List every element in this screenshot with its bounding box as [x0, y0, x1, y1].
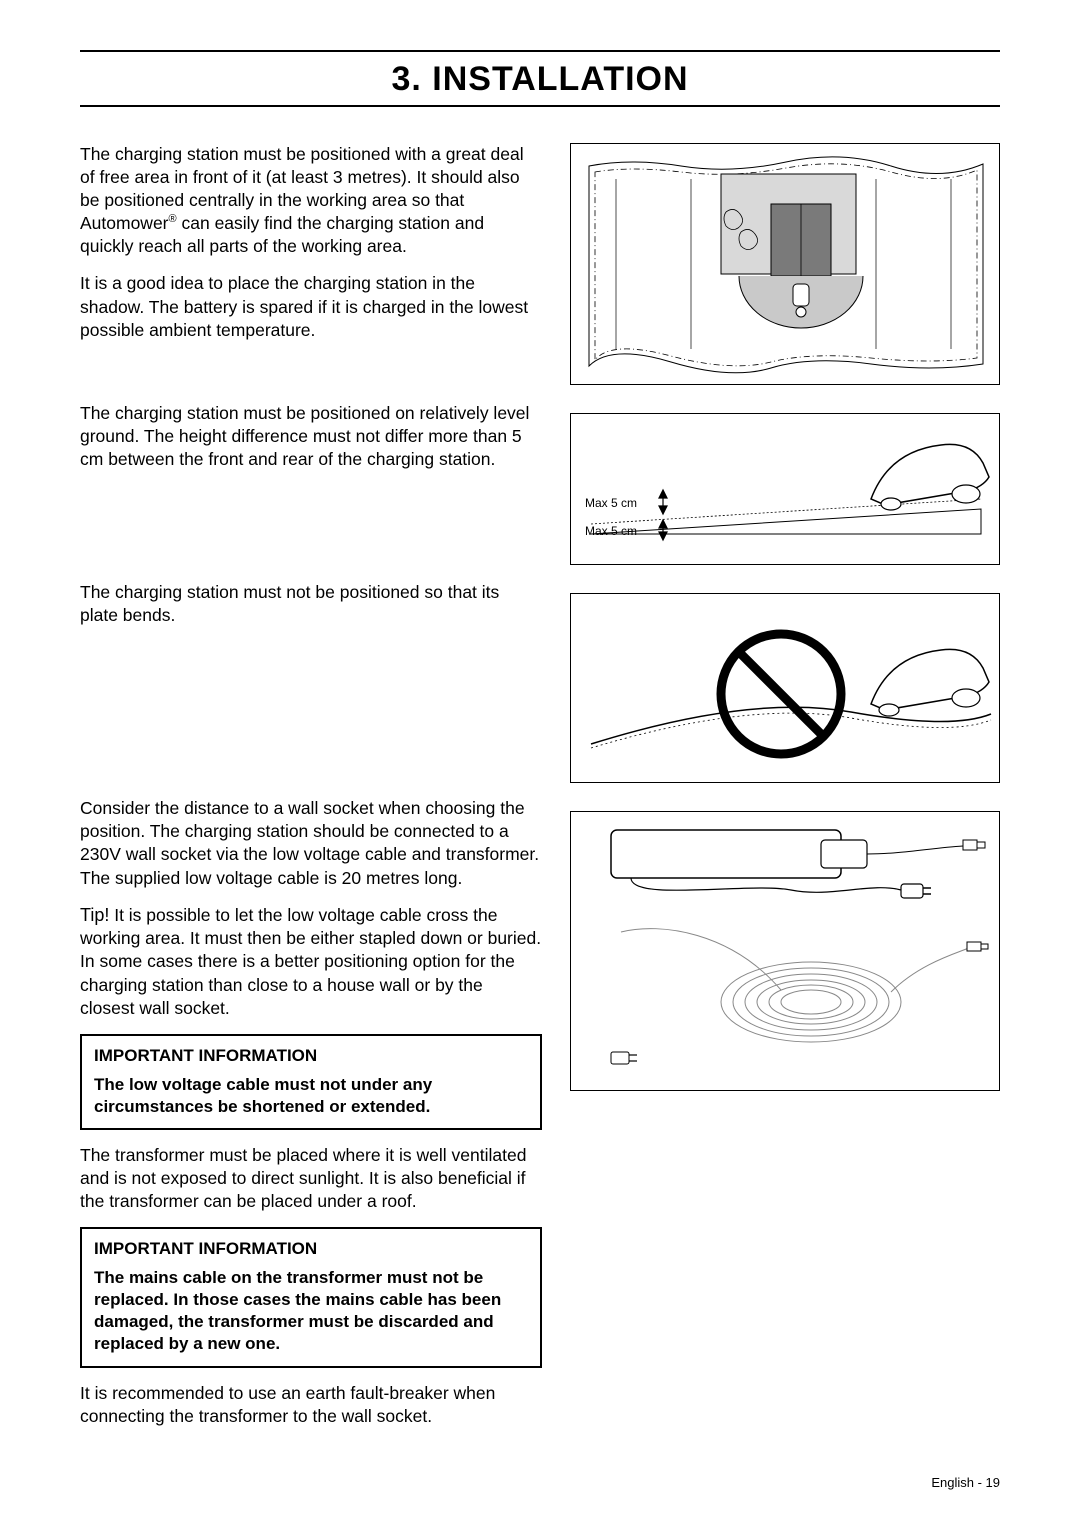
- fig2-label-top: Max 5 cm: [585, 496, 637, 510]
- para-wall-socket: Consider the distance to a wall socket w…: [80, 797, 542, 889]
- page-title: 3. INSTALLATION: [80, 52, 1000, 105]
- info1-body: The low voltage cable must not under any…: [94, 1074, 528, 1118]
- para-tip: Tip! It is possible to let the low volta…: [80, 904, 542, 1020]
- figure-level-ground: Max 5 cm Max 5 cm: [570, 413, 1000, 565]
- para-positioning: The charging station must be positioned …: [80, 143, 542, 258]
- para-shadow: It is a good idea to place the charging …: [80, 272, 542, 341]
- text-column: The charging station must be positioned …: [80, 143, 542, 1442]
- para-level-ground: The charging station must be positioned …: [80, 402, 542, 471]
- page-footer: English - 19: [931, 1475, 1000, 1490]
- info2-title: IMPORTANT INFORMATION: [94, 1239, 528, 1259]
- figure-column: Max 5 cm Max 5 cm: [570, 143, 1000, 1442]
- figure-plate-bend: [570, 593, 1000, 783]
- figure-lawn-plan: [570, 143, 1000, 385]
- spacer: [80, 485, 542, 581]
- content-columns: The charging station must be positioned …: [80, 143, 1000, 1442]
- spacer: [80, 356, 542, 402]
- info1-title: IMPORTANT INFORMATION: [94, 1046, 528, 1066]
- para-plate-bend: The charging station must not be positio…: [80, 581, 542, 627]
- tip-label: Tip!: [80, 905, 109, 925]
- registered-mark: ®: [169, 213, 177, 225]
- info2-body: The mains cable on the transformer must …: [94, 1267, 528, 1355]
- figure-transformer-cable: [570, 811, 1000, 1091]
- rule-bottom: [80, 105, 1000, 107]
- important-info-2: IMPORTANT INFORMATION The mains cable on…: [80, 1227, 542, 1367]
- spacer: [80, 641, 542, 797]
- para-earth-fault: It is recommended to use an earth fault-…: [80, 1382, 542, 1428]
- important-info-1: IMPORTANT INFORMATION The low voltage ca…: [80, 1034, 542, 1130]
- para-transformer: The transformer must be placed where it …: [80, 1144, 542, 1213]
- fig2-label-bottom: Max 5 cm: [585, 524, 637, 538]
- tip-body: It is possible to let the low voltage ca…: [80, 905, 541, 1018]
